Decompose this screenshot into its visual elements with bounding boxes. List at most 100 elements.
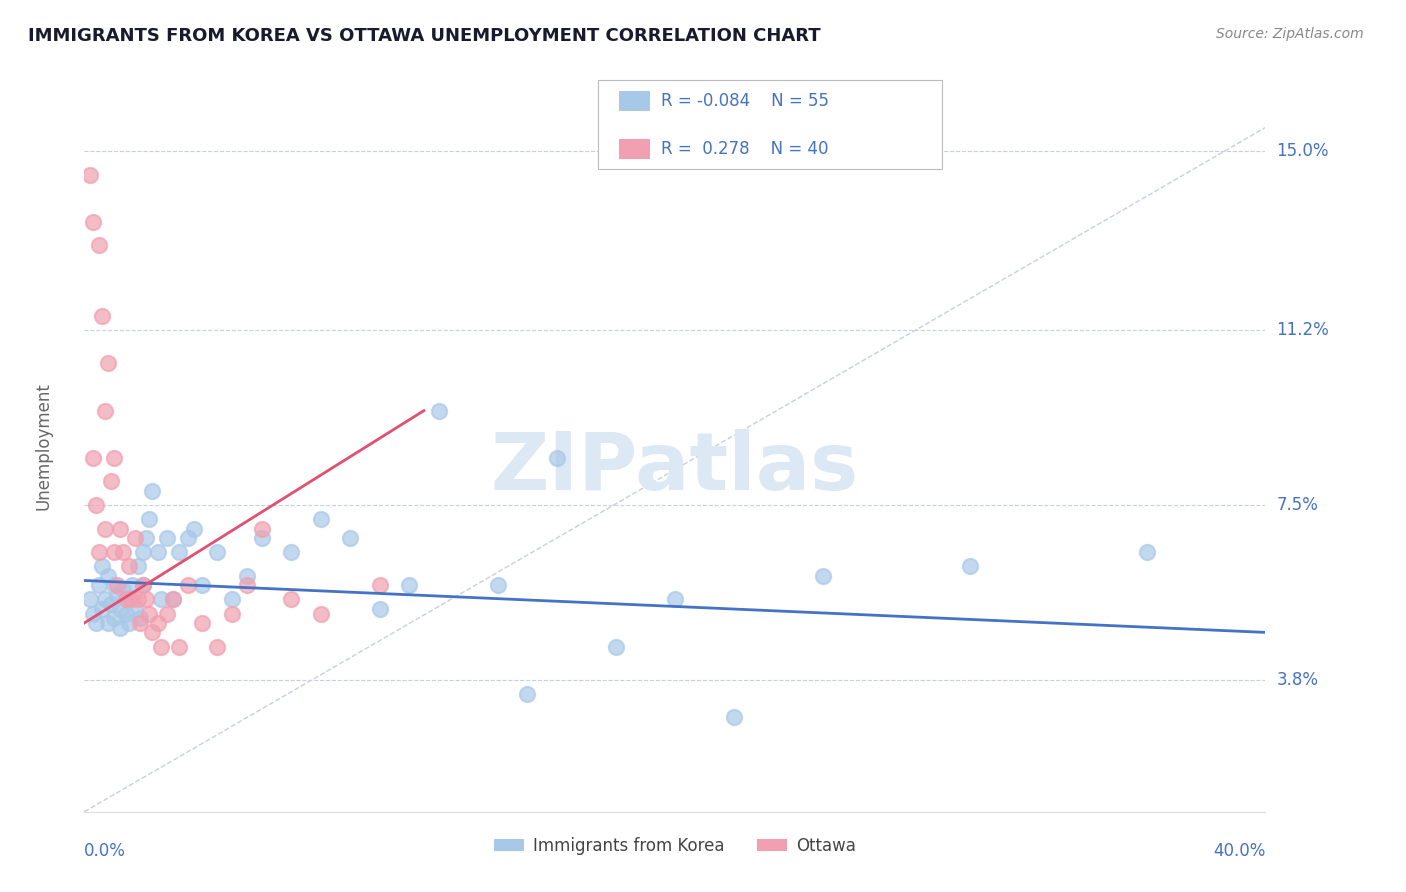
Point (132, 545, 155, 559)
Point (82, 215, 104, 229)
Point (135, 531, 157, 545)
Point (129, 611, 152, 625)
Text: 15.0%: 15.0% (1277, 142, 1329, 160)
Point (103, 450, 125, 465)
Point (339, 531, 361, 545)
Point (114, 607, 136, 621)
Point (191, 578, 214, 592)
Point (121, 578, 143, 592)
Point (124, 602, 146, 616)
Point (207, 545, 229, 559)
Point (167, 640, 190, 654)
Point (162, 592, 184, 607)
Point (368, 578, 391, 592)
Point (97, 356, 120, 370)
Point (280, 545, 302, 559)
Point (156, 607, 179, 621)
Point (221, 607, 243, 621)
Point (148, 545, 170, 559)
Point (368, 602, 391, 616)
Point (207, 640, 229, 654)
Point (546, 450, 568, 465)
Text: Source: ZipAtlas.com: Source: ZipAtlas.com (1216, 27, 1364, 41)
Point (84, 498, 107, 512)
Point (105, 588, 128, 602)
Text: IMMIGRANTS FROM KOREA VS OTTAWA UNEMPLOYMENT CORRELATION CHART: IMMIGRANTS FROM KOREA VS OTTAWA UNEMPLOY… (28, 27, 821, 45)
Point (79, 592, 101, 607)
Point (94, 592, 117, 607)
Point (138, 512, 160, 526)
Point (664, 592, 686, 607)
Point (177, 578, 200, 592)
Point (91, 602, 114, 616)
Point (183, 522, 205, 536)
Point (94, 403, 117, 417)
Point (605, 640, 627, 654)
Point (127, 592, 149, 607)
Text: R =  0.278    N = 40: R = 0.278 N = 40 (661, 140, 828, 158)
Point (398, 578, 420, 592)
Point (132, 578, 155, 592)
Point (162, 592, 184, 607)
Text: 40.0%: 40.0% (1213, 842, 1265, 860)
Point (959, 559, 981, 574)
Point (91, 559, 114, 574)
Point (105, 578, 128, 592)
Point (309, 512, 332, 526)
Point (124, 531, 146, 545)
Point (191, 615, 214, 630)
Text: ZIPatlas: ZIPatlas (491, 429, 859, 507)
Point (129, 615, 152, 630)
Point (84, 615, 107, 630)
Point (150, 640, 173, 654)
Point (138, 607, 160, 621)
Point (111, 582, 134, 597)
Point (121, 592, 143, 607)
Point (250, 531, 273, 545)
Point (309, 607, 332, 621)
Point (87, 578, 111, 592)
Point (118, 559, 141, 574)
Point (148, 615, 170, 630)
Point (91, 310, 114, 324)
Point (87, 238, 111, 252)
Point (108, 621, 131, 635)
Point (150, 592, 173, 607)
Point (79, 168, 101, 182)
Point (141, 625, 163, 640)
Point (236, 578, 259, 592)
Point (103, 545, 125, 559)
Point (111, 545, 134, 559)
Point (97, 568, 120, 582)
Text: 0.0%: 0.0% (84, 842, 127, 860)
Point (486, 578, 509, 592)
Point (108, 522, 131, 536)
Point (135, 592, 157, 607)
Point (221, 592, 243, 607)
Point (100, 597, 122, 611)
Text: Unemployment: Unemployment (34, 382, 52, 510)
Point (811, 568, 834, 582)
Point (108, 602, 131, 616)
Point (156, 531, 179, 545)
Point (516, 687, 538, 701)
Point (723, 710, 745, 724)
Point (177, 531, 200, 545)
Point (97, 615, 120, 630)
Point (103, 611, 125, 625)
Point (114, 592, 136, 607)
Point (103, 578, 125, 592)
Point (1136, 545, 1159, 559)
Point (280, 592, 302, 607)
Point (127, 559, 149, 574)
Point (141, 483, 163, 498)
Point (167, 545, 190, 559)
Point (132, 578, 155, 592)
Point (82, 450, 104, 465)
Point (118, 592, 141, 607)
Point (236, 568, 259, 582)
Point (118, 615, 141, 630)
Point (82, 607, 104, 621)
Text: 11.2%: 11.2% (1277, 321, 1329, 339)
Point (100, 475, 122, 489)
